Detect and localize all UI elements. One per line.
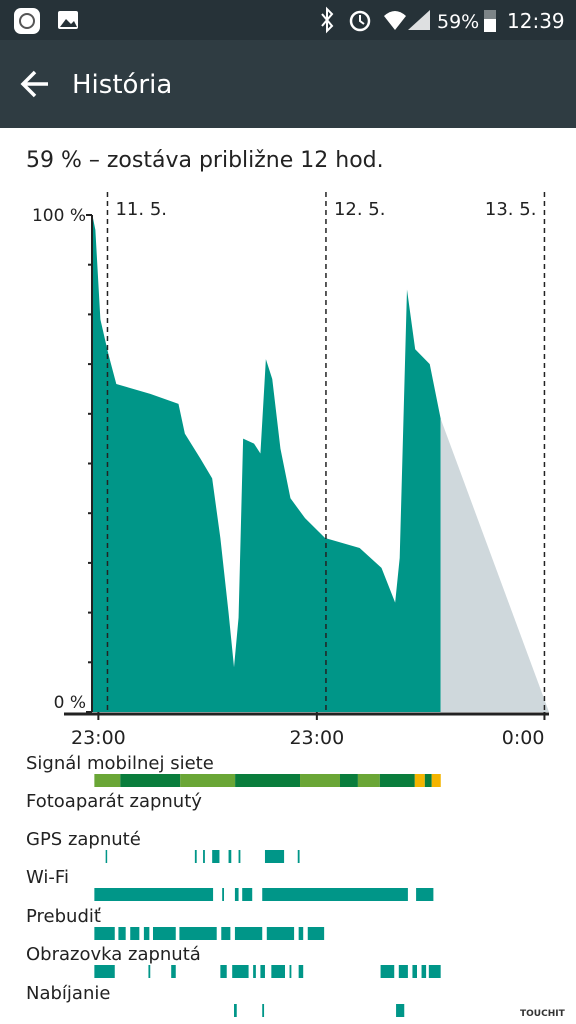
- track-segment: [171, 965, 176, 978]
- track-segment: [298, 965, 304, 978]
- track-segment: [152, 927, 176, 940]
- toolbar-title: História: [72, 70, 172, 100]
- track-segment: [232, 965, 249, 978]
- track-segment: [421, 965, 427, 978]
- track-segment: [380, 965, 395, 978]
- date-label: 12. 5.: [334, 199, 386, 220]
- app-icon-mark: [19, 13, 35, 29]
- gallery-icon-mark: [60, 19, 77, 27]
- battery-area: [92, 215, 441, 712]
- x-tick-label: 23:00: [71, 727, 126, 749]
- status-bar: [0, 0, 576, 40]
- track-segment: [235, 774, 301, 787]
- track-segment: [234, 927, 263, 940]
- track-segment: [130, 927, 140, 940]
- wifi-icon: [384, 11, 406, 30]
- battery-percent: 59%: [437, 11, 479, 33]
- track-segment: [94, 888, 214, 901]
- watermark: TOUCHIT: [520, 1009, 566, 1019]
- track-segment: [179, 927, 217, 940]
- track-segment: [234, 888, 239, 901]
- track-segment: [180, 774, 236, 787]
- toolbar: [0, 40, 576, 128]
- track-segment: [194, 850, 197, 863]
- track-segment: [379, 774, 415, 787]
- battery-area: [440, 418, 549, 712]
- battery-level: [484, 19, 496, 32]
- track-segment: [262, 888, 408, 901]
- clock: 12:39: [507, 9, 565, 33]
- track-segment: [298, 927, 304, 940]
- track-segment: [143, 927, 150, 940]
- track-segment: [94, 965, 115, 978]
- track-segment: [396, 1004, 405, 1017]
- date-label: 13. 5.: [485, 199, 537, 220]
- track-segment: [212, 850, 220, 863]
- track-segment: [105, 850, 108, 863]
- x-tick-label: 23:00: [289, 727, 344, 749]
- track-segment: [234, 1004, 237, 1017]
- track-segment: [300, 774, 340, 787]
- track-segment: [260, 965, 265, 978]
- track-segment: [120, 774, 181, 787]
- track-segment: [357, 774, 380, 787]
- track-segment: [94, 774, 121, 787]
- track-segment: [262, 1004, 265, 1017]
- track-segment: [238, 850, 241, 863]
- track-segment: [289, 965, 292, 978]
- track-segment: [253, 965, 256, 978]
- track-segment: [428, 965, 441, 978]
- track-segment: [148, 965, 151, 978]
- track-segment: [264, 850, 285, 863]
- track-segment: [94, 927, 115, 940]
- track-segment: [222, 888, 225, 901]
- track-segment: [424, 774, 432, 787]
- track-label: GPS zapnuté: [26, 829, 141, 850]
- track-segment: [297, 850, 300, 863]
- app-icon: [14, 8, 40, 34]
- track-segment: [221, 927, 231, 940]
- track-segment: [271, 965, 285, 978]
- track-segment: [412, 965, 417, 978]
- summary: 59 % – zostáva približne 12 hod.: [26, 148, 384, 173]
- track-segment: [307, 927, 325, 940]
- track-segment: [416, 888, 434, 901]
- bluetooth-icon: [321, 6, 334, 34]
- track-segment: [414, 774, 425, 787]
- track-segment: [398, 965, 408, 978]
- track-segment: [431, 774, 441, 787]
- track-segment: [220, 965, 227, 978]
- track-segment: [242, 888, 253, 901]
- date-label: 11. 5.: [115, 199, 167, 220]
- track-label: Nabíjanie: [26, 983, 110, 1004]
- track-label: Fotoaparát zapnutý: [26, 791, 202, 812]
- track-segment: [266, 927, 295, 940]
- alarm-hands: [359, 15, 365, 25]
- signal-icon: [408, 10, 430, 30]
- track-segment: [339, 774, 358, 787]
- track-label: Wi-Fi: [26, 867, 69, 888]
- y-tick-label: 0 %: [54, 693, 86, 713]
- back-button[interactable]: [20, 70, 48, 98]
- track-segment: [228, 850, 232, 863]
- x-tick-label: 0:00: [502, 727, 545, 749]
- track-segment: [118, 927, 126, 940]
- track-label: Signál mobilnej siete: [26, 753, 214, 774]
- track-segment: [203, 850, 205, 863]
- track-label: Obrazovka zapnutá: [26, 944, 201, 965]
- alarm-icon: [349, 10, 371, 32]
- y-tick-label: 100 %: [32, 206, 86, 226]
- track-label: Prebudiť: [26, 906, 101, 927]
